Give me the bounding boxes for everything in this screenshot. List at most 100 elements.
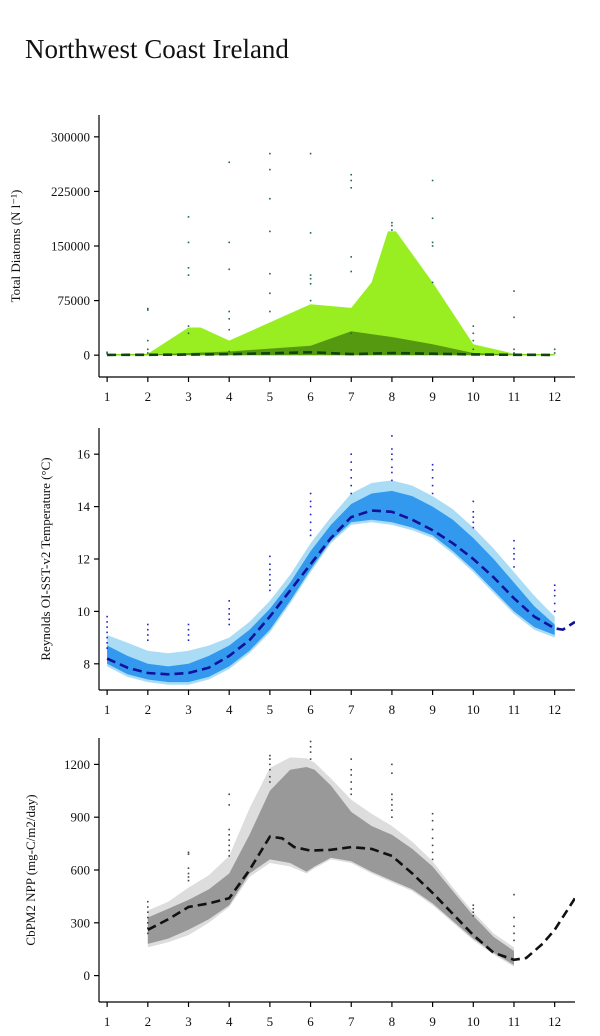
observation-point (391, 479, 393, 482)
observation-point (106, 642, 108, 644)
x-tick-label: 1 (104, 702, 111, 717)
x-tick-label: 6 (307, 1014, 314, 1029)
observation-point (187, 325, 190, 327)
observation-point (106, 351, 108, 354)
observation-point (147, 307, 149, 310)
plot-area (106, 435, 575, 685)
observation-point (472, 339, 475, 342)
observation-point (472, 904, 475, 906)
observation-point (228, 618, 230, 621)
observation-point (472, 516, 475, 518)
observation-point (350, 270, 352, 273)
observation-point (350, 477, 352, 479)
observation-point (187, 853, 190, 855)
observation-point (187, 623, 190, 626)
x-tick-label: 3 (185, 389, 192, 404)
y-tick-label: 16 (77, 447, 91, 462)
observation-point (147, 348, 149, 351)
observation-point (309, 746, 312, 748)
observation-point (147, 634, 149, 636)
observation-point (553, 610, 556, 613)
plot-area (147, 740, 575, 967)
median-line (107, 350, 555, 357)
observation-point (228, 623, 230, 626)
observation-point (553, 594, 556, 597)
observation-point (350, 461, 352, 463)
inner-band (107, 331, 555, 356)
x-tick-label: 6 (307, 702, 314, 717)
observation-point (309, 152, 312, 155)
observation-point (106, 647, 108, 649)
observation-point (228, 328, 230, 331)
observation-point (553, 352, 556, 354)
observation-point (269, 310, 271, 313)
observation-point (228, 608, 230, 610)
observation-point (431, 819, 434, 822)
y-tick-label: 300000 (51, 129, 90, 144)
observation-point (187, 872, 190, 875)
x-tick-label: 4 (226, 389, 233, 404)
observation-point (309, 500, 312, 503)
observation-point (431, 469, 434, 471)
y-tick-label: 12 (77, 552, 90, 567)
observation-point (147, 922, 149, 924)
x-tick-label: 12 (548, 1014, 561, 1029)
observation-point (228, 318, 230, 320)
x-tick-label: 1 (104, 389, 111, 404)
observation-point (187, 634, 190, 636)
observation-point (472, 907, 475, 910)
observation-point (350, 453, 352, 455)
observation-point (147, 628, 149, 631)
x-tick-label: 5 (267, 702, 274, 717)
x-tick-label: 2 (145, 389, 152, 404)
observation-point (309, 513, 312, 516)
observation-point (472, 521, 475, 524)
observation-point (513, 925, 515, 928)
observation-point (350, 173, 352, 176)
observation-point (553, 602, 556, 605)
observation-point (391, 448, 393, 450)
observation-point (391, 471, 393, 474)
x-tick-label: 4 (226, 702, 233, 717)
observation-point (187, 267, 190, 269)
observation-point (309, 534, 312, 537)
observation-point (553, 348, 556, 351)
median-line (106, 509, 575, 676)
observation-point (391, 466, 393, 469)
observation-point (513, 547, 515, 550)
observation-point (187, 628, 190, 631)
y-tick-label: 8 (84, 656, 91, 671)
x-tick-label: 2 (145, 702, 152, 717)
observation-point (147, 623, 149, 626)
y-tick-label: 900 (71, 810, 91, 825)
observation-point (350, 492, 352, 495)
observation-point (513, 553, 515, 555)
observation-point (350, 774, 352, 776)
x-tick-label: 5 (267, 389, 274, 404)
observation-point (269, 563, 271, 565)
observation-point (187, 639, 190, 641)
x-tick-label: 3 (185, 1014, 192, 1029)
inner-band (107, 490, 555, 683)
observation-point (269, 197, 271, 200)
observation-point (269, 573, 271, 576)
observation-point (309, 521, 312, 524)
observation-point (187, 851, 190, 854)
observation-point (269, 555, 271, 558)
observation-point (553, 584, 556, 586)
observation-point (431, 844, 434, 847)
observation-point (147, 639, 149, 641)
observation-point (309, 274, 312, 276)
observation-point (513, 539, 515, 542)
observation-point (431, 851, 434, 854)
observation-point (309, 751, 312, 753)
observation-point (228, 793, 230, 796)
observation-point (187, 216, 190, 218)
observation-point (513, 916, 515, 919)
observation-point (269, 152, 271, 155)
observation-point (350, 793, 352, 796)
x-tick-label: 7 (348, 1014, 355, 1029)
observation-point (228, 350, 230, 353)
